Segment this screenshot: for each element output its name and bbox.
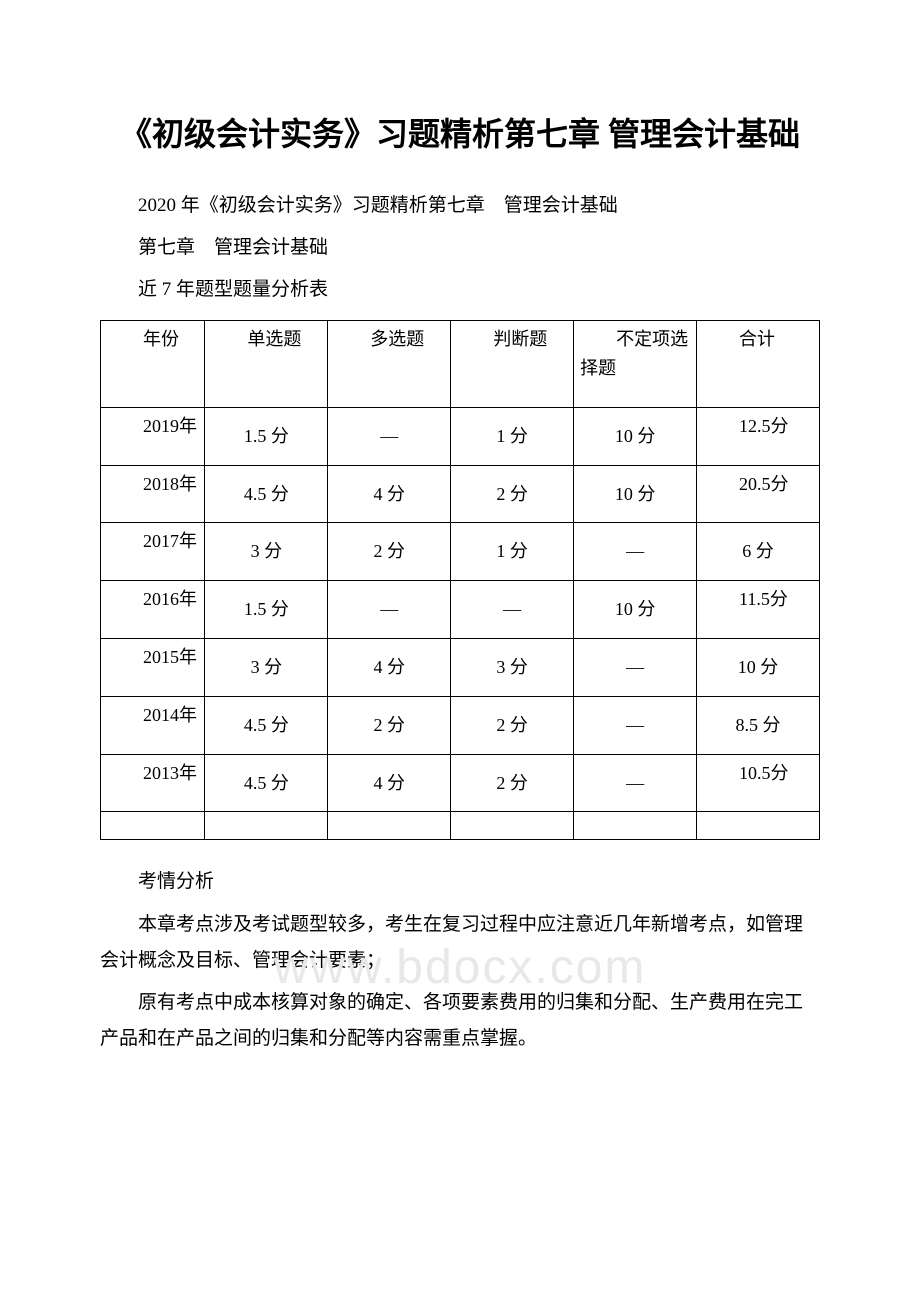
empty-cell <box>574 812 697 840</box>
cell-multi: — <box>328 581 451 639</box>
cell-total: 10 分 <box>697 639 820 697</box>
cell-judge: — <box>451 581 574 639</box>
cell-total: 10.5分 <box>697 754 820 812</box>
cell-judge: 2 分 <box>451 696 574 754</box>
table-row: 2018年 4.5 分 4 分 2 分 10 分 20.5分 <box>101 465 820 523</box>
table-row: 2015年 3 分 4 分 3 分 — 10 分 <box>101 639 820 697</box>
cell-total: 12.5分 <box>697 407 820 465</box>
table-row: 2017年 3 分 2 分 1 分 — 6 分 <box>101 523 820 581</box>
cell-judge: 2 分 <box>451 754 574 812</box>
cell-multi: 4 分 <box>328 754 451 812</box>
cell-multi: 2 分 <box>328 523 451 581</box>
analysis-table: 年份 单选题 多选题 判断题 不定项选择题 合计 2019年 1.5 分 — 1… <box>100 320 820 840</box>
analysis-heading: 考情分析 <box>100 864 820 900</box>
cell-single: 3 分 <box>205 523 328 581</box>
cell-judge: 1 分 <box>451 523 574 581</box>
table-empty-row <box>101 812 820 840</box>
cell-single: 4.5 分 <box>205 465 328 523</box>
empty-cell <box>451 812 574 840</box>
empty-cell <box>328 812 451 840</box>
analysis-table-wrapper: www.bdocx.com 年份 单选题 多选题 判断题 不定项选择题 合计 2… <box>100 320 820 840</box>
header-multi: 多选题 <box>328 321 451 408</box>
header-single: 单选题 <box>205 321 328 408</box>
cell-multi: 4 分 <box>328 639 451 697</box>
cell-multi: — <box>328 407 451 465</box>
page-title: 《初级会计实务》习题精析第七章 管理会计基础 <box>100 110 820 158</box>
table-row: 2016年 1.5 分 — — 10 分 11.5分 <box>101 581 820 639</box>
cell-year: 2016年 <box>101 581 205 639</box>
cell-single: 4.5 分 <box>205 754 328 812</box>
cell-single: 3 分 <box>205 639 328 697</box>
cell-unfixed: 10 分 <box>574 407 697 465</box>
cell-unfixed: 10 分 <box>574 465 697 523</box>
cell-year: 2014年 <box>101 696 205 754</box>
cell-unfixed: — <box>574 696 697 754</box>
empty-cell <box>101 812 205 840</box>
table-row: 2014年 4.5 分 2 分 2 分 — 8.5 分 <box>101 696 820 754</box>
table-row: 2013年 4.5 分 4 分 2 分 — 10.5分 <box>101 754 820 812</box>
intro-line-2: 第七章 管理会计基础 <box>100 230 820 266</box>
cell-unfixed: 10 分 <box>574 581 697 639</box>
empty-cell <box>697 812 820 840</box>
analysis-para-1: 本章考点涉及考试题型较多，考生在复习过程中应注意近几年新增考点，如管理会计概念及… <box>100 907 820 979</box>
intro-line-3: 近 7 年题型题量分析表 <box>100 272 820 308</box>
cell-multi: 4 分 <box>328 465 451 523</box>
header-unfixed: 不定项选择题 <box>574 321 697 408</box>
cell-judge: 3 分 <box>451 639 574 697</box>
header-total: 合计 <box>697 321 820 408</box>
header-judge: 判断题 <box>451 321 574 408</box>
table-header-row: 年份 单选题 多选题 判断题 不定项选择题 合计 <box>101 321 820 408</box>
cell-single: 1.5 分 <box>205 407 328 465</box>
table-row: 2019年 1.5 分 — 1 分 10 分 12.5分 <box>101 407 820 465</box>
cell-year: 2018年 <box>101 465 205 523</box>
intro-line-1: 2020 年《初级会计实务》习题精析第七章 管理会计基础 <box>100 188 820 224</box>
cell-single: 1.5 分 <box>205 581 328 639</box>
empty-cell <box>205 812 328 840</box>
cell-total: 11.5分 <box>697 581 820 639</box>
cell-single: 4.5 分 <box>205 696 328 754</box>
cell-unfixed: — <box>574 639 697 697</box>
cell-multi: 2 分 <box>328 696 451 754</box>
cell-total: 20.5分 <box>697 465 820 523</box>
cell-year: 2019年 <box>101 407 205 465</box>
cell-total: 8.5 分 <box>697 696 820 754</box>
cell-judge: 2 分 <box>451 465 574 523</box>
cell-year: 2013年 <box>101 754 205 812</box>
cell-unfixed: — <box>574 754 697 812</box>
analysis-para-2: 原有考点中成本核算对象的确定、各项要素费用的归集和分配、生产费用在完工产品和在产… <box>100 985 820 1057</box>
cell-judge: 1 分 <box>451 407 574 465</box>
header-year: 年份 <box>101 321 205 408</box>
cell-year: 2017年 <box>101 523 205 581</box>
cell-total: 6 分 <box>697 523 820 581</box>
cell-unfixed: — <box>574 523 697 581</box>
cell-year: 2015年 <box>101 639 205 697</box>
